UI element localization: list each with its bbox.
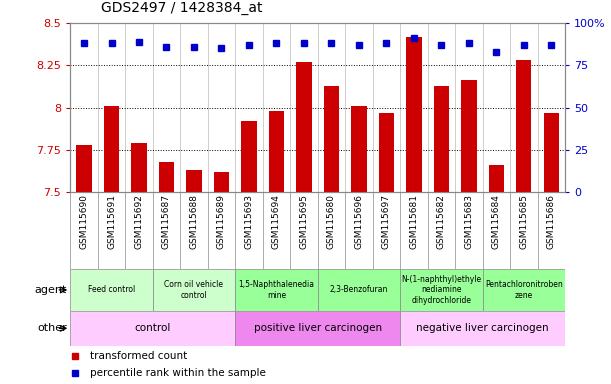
Bar bbox=[235, 269, 318, 311]
Bar bbox=[159, 162, 174, 192]
Bar bbox=[186, 170, 202, 192]
Bar bbox=[296, 62, 312, 192]
Bar bbox=[318, 269, 400, 311]
Text: GSM115682: GSM115682 bbox=[437, 194, 446, 249]
Bar bbox=[461, 81, 477, 192]
Text: 1,5-Naphthalenedia
mine: 1,5-Naphthalenedia mine bbox=[238, 280, 315, 300]
Text: GSM115697: GSM115697 bbox=[382, 194, 391, 249]
Text: GSM115680: GSM115680 bbox=[327, 194, 336, 249]
Text: GSM115691: GSM115691 bbox=[107, 194, 116, 249]
Bar bbox=[434, 86, 449, 192]
Text: GSM115684: GSM115684 bbox=[492, 194, 501, 249]
Text: other: other bbox=[37, 323, 67, 333]
Text: control: control bbox=[134, 323, 171, 333]
Bar bbox=[379, 113, 394, 192]
Bar bbox=[483, 269, 565, 311]
Bar bbox=[131, 143, 147, 192]
Bar bbox=[214, 172, 229, 192]
Text: GSM115688: GSM115688 bbox=[189, 194, 199, 249]
Text: GSM115685: GSM115685 bbox=[519, 194, 529, 249]
Text: agent: agent bbox=[35, 285, 67, 295]
Text: GSM115695: GSM115695 bbox=[299, 194, 309, 249]
Text: GSM115694: GSM115694 bbox=[272, 194, 281, 249]
Text: GSM115690: GSM115690 bbox=[79, 194, 89, 249]
Bar bbox=[516, 60, 532, 192]
Text: negative liver carcinogen: negative liver carcinogen bbox=[416, 323, 549, 333]
Bar bbox=[76, 145, 92, 192]
Text: Feed control: Feed control bbox=[88, 285, 135, 295]
Text: GSM115689: GSM115689 bbox=[217, 194, 226, 249]
Bar bbox=[400, 311, 565, 346]
Bar bbox=[235, 311, 400, 346]
Bar bbox=[400, 269, 483, 311]
Text: GSM115683: GSM115683 bbox=[464, 194, 474, 249]
Text: GDS2497 / 1428384_at: GDS2497 / 1428384_at bbox=[101, 2, 262, 15]
Bar bbox=[351, 106, 367, 192]
Text: transformed count: transformed count bbox=[90, 351, 188, 361]
Text: GSM115686: GSM115686 bbox=[547, 194, 556, 249]
Text: Pentachloronitroben
zene: Pentachloronitroben zene bbox=[485, 280, 563, 300]
Text: positive liver carcinogen: positive liver carcinogen bbox=[254, 323, 382, 333]
Bar bbox=[153, 269, 235, 311]
Bar bbox=[324, 86, 339, 192]
Text: GSM115681: GSM115681 bbox=[409, 194, 419, 249]
Bar bbox=[406, 36, 422, 192]
Text: Corn oil vehicle
control: Corn oil vehicle control bbox=[164, 280, 224, 300]
Text: percentile rank within the sample: percentile rank within the sample bbox=[90, 368, 266, 378]
Bar bbox=[70, 311, 235, 346]
Text: GSM115693: GSM115693 bbox=[244, 194, 254, 249]
Text: N-(1-naphthyl)ethyle
nediamine
dihydrochloride: N-(1-naphthyl)ethyle nediamine dihydroch… bbox=[401, 275, 481, 305]
Text: GSM115687: GSM115687 bbox=[162, 194, 171, 249]
Bar bbox=[241, 121, 257, 192]
Bar bbox=[70, 269, 153, 311]
Bar bbox=[269, 111, 284, 192]
Text: 2,3-Benzofuran: 2,3-Benzofuran bbox=[330, 285, 388, 295]
Text: GSM115692: GSM115692 bbox=[134, 194, 144, 249]
Text: GSM115696: GSM115696 bbox=[354, 194, 364, 249]
Bar bbox=[544, 113, 559, 192]
Bar bbox=[489, 165, 504, 192]
Bar bbox=[104, 106, 119, 192]
